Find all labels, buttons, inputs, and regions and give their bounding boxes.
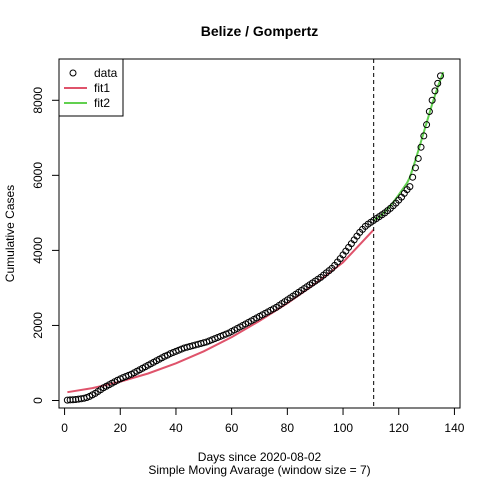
x-axis-label: Days since 2020-08-02 [198,450,322,464]
y-axis-label: Cumulative Cases [3,185,17,282]
y-tick-label: 8000 [31,87,45,114]
fit1-line [67,230,373,393]
data-points [64,73,443,403]
x-tick-label: 100 [333,421,353,435]
chart-title: Belize / Gompertz [201,23,318,39]
y-tick-label: 2000 [31,312,45,339]
x-tick-label: 60 [225,421,239,435]
y-tick-label: 6000 [31,162,45,189]
x-tick-label: 140 [444,421,464,435]
x-tick-label: 40 [169,421,183,435]
chart-subtitle: Simple Moving Avarage (window size = 7) [148,463,370,477]
legend: data fit1 fit2 [59,59,123,116]
legend-data-label: data [94,66,118,80]
x-tick-label: 20 [114,421,128,435]
fit-lines [67,72,443,392]
x-tick-label: 0 [61,421,68,435]
y-axis: 0 2000 4000 6000 8000 [31,87,59,404]
x-axis: 0 20 40 60 80 100 120 140 [61,408,465,435]
legend-fit1-label: fit1 [94,81,110,95]
x-tick-label: 120 [389,421,409,435]
x-tick-label: 80 [281,421,295,435]
y-tick-label: 4000 [31,237,45,264]
y-tick-label: 0 [31,397,45,404]
legend-fit2-label: fit2 [94,96,110,110]
fit2-line [374,72,444,220]
